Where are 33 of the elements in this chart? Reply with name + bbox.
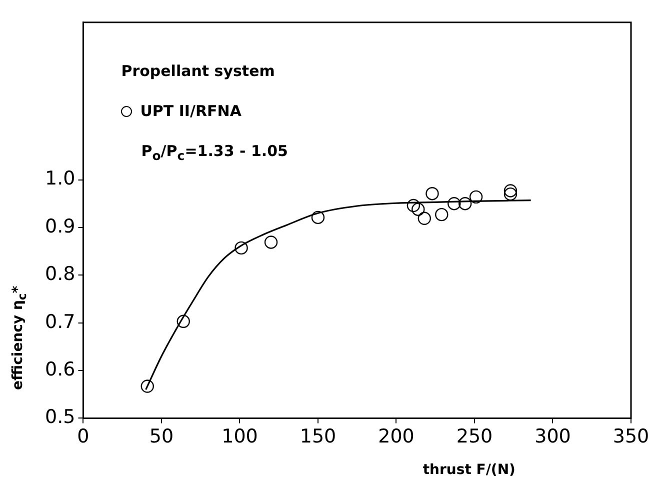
legend-label: UPT II/RFNA: [140, 102, 242, 120]
legend-title: Propellant system: [121, 62, 276, 80]
point: [469, 190, 483, 204]
point: [504, 187, 518, 201]
point: [140, 380, 154, 393]
point: [264, 236, 278, 249]
x-tick-label: 200: [378, 426, 414, 448]
x-tick-label: 150: [300, 426, 336, 448]
x-tick-label: 300: [534, 426, 571, 448]
annotation: P$_{o}$/P$_{c}$=1.33 - 1.05: [141, 142, 288, 164]
point: [406, 198, 420, 212]
x-tick-label: 100: [222, 426, 258, 448]
point: [458, 197, 472, 210]
x-tick-label: 0: [77, 426, 90, 448]
point: [448, 197, 461, 210]
y-tick-label: 1.0: [45, 168, 76, 190]
point: [418, 212, 432, 225]
x-tick-label: 250: [456, 426, 493, 448]
point: [426, 186, 439, 200]
y-tick-label: 0.8: [45, 263, 76, 286]
y-tick-label: 0.5: [45, 406, 76, 428]
point: [176, 314, 190, 328]
point: [504, 184, 518, 198]
x-axis-title: thrust F/(N): [422, 462, 516, 478]
point: [435, 208, 448, 222]
y-tick-label: 0.9: [45, 215, 76, 238]
x-tick-label: 50: [149, 426, 174, 448]
y-tick-label: 0.6: [45, 358, 76, 380]
y-tick-label: 0.7: [45, 310, 76, 333]
x-tick-label: 350: [612, 426, 650, 448]
point: [311, 210, 325, 224]
point: [234, 241, 248, 255]
point: [412, 202, 425, 216]
